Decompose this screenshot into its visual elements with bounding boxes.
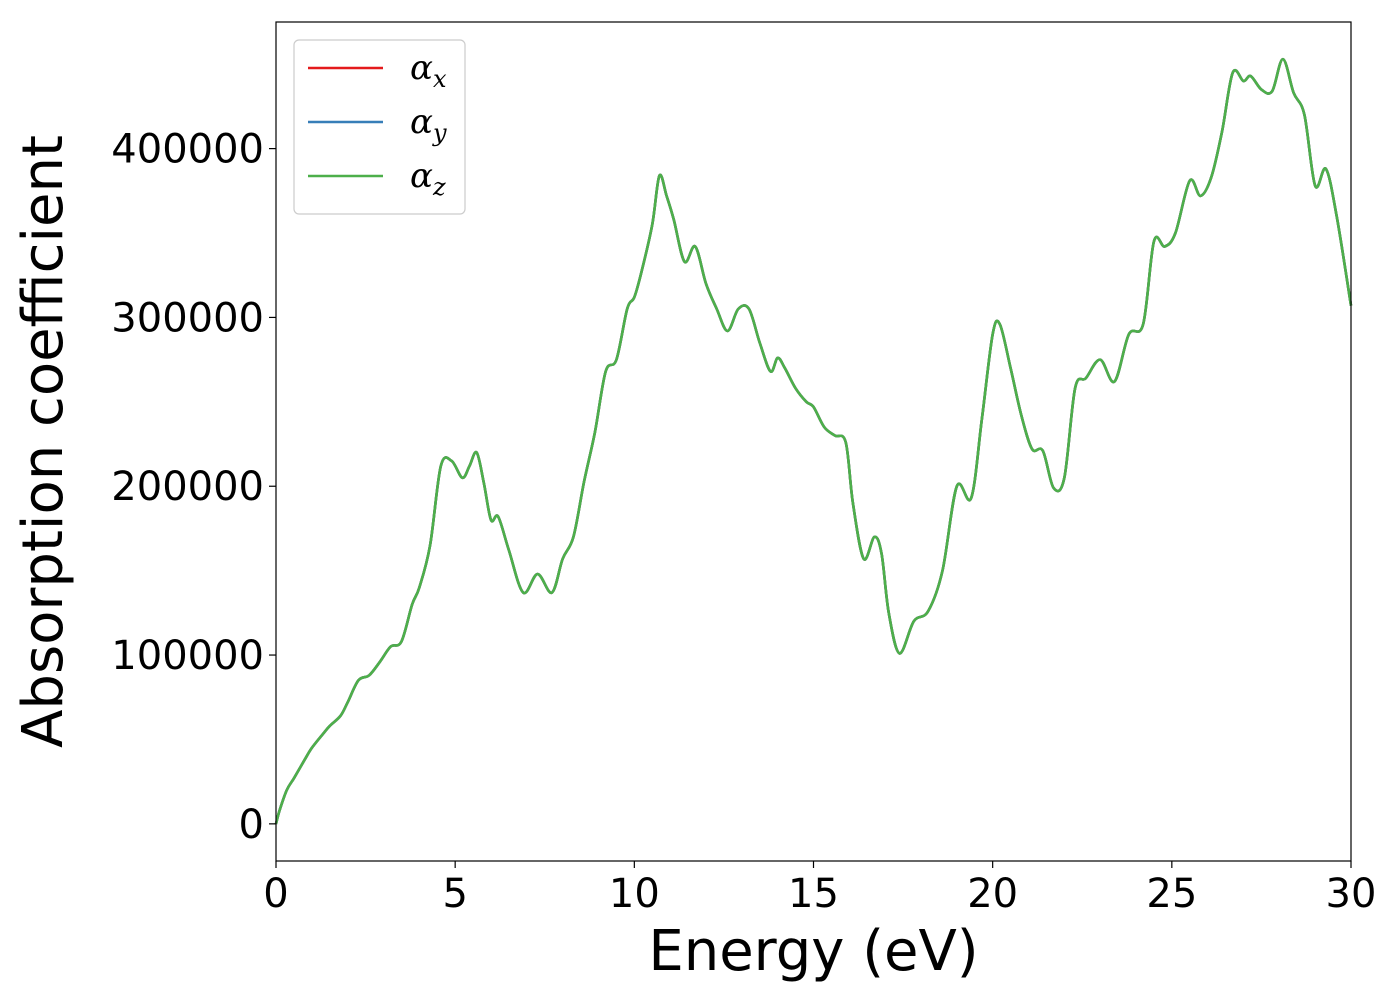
- y-tick-label: 100000: [111, 633, 264, 679]
- x-tick-label: 0: [263, 871, 288, 917]
- legend-label-z: αz: [410, 156, 446, 201]
- y-tick-label: 300000: [111, 295, 264, 341]
- x-tick-label: 5: [442, 871, 467, 917]
- series-line-z: [274, 57, 1353, 825]
- x-tick-label: 10: [609, 871, 660, 917]
- x-tick-label: 15: [788, 871, 839, 917]
- y-axis-title: Absorption coefficient: [11, 135, 76, 748]
- legend-box: [293, 39, 466, 215]
- y-tick-label: 200000: [111, 464, 264, 510]
- x-tick-label: 30: [1326, 871, 1377, 917]
- ticks-layer: 0 5 10 15 20 25 30 0 100000 200000 300000 400000: [111, 127, 1376, 917]
- y-tick-label: 400000: [111, 127, 264, 173]
- x-tick-label: 20: [967, 871, 1018, 917]
- y-tick-label: 0: [239, 802, 264, 848]
- legend-label-x: αx: [410, 48, 447, 93]
- series-layer: [274, 57, 1353, 825]
- x-axis-title: Energy (eV): [648, 919, 978, 984]
- legend-label-y: αy: [410, 102, 447, 147]
- legend: αx αy αz: [293, 39, 466, 215]
- x-tick-label: 25: [1146, 871, 1197, 917]
